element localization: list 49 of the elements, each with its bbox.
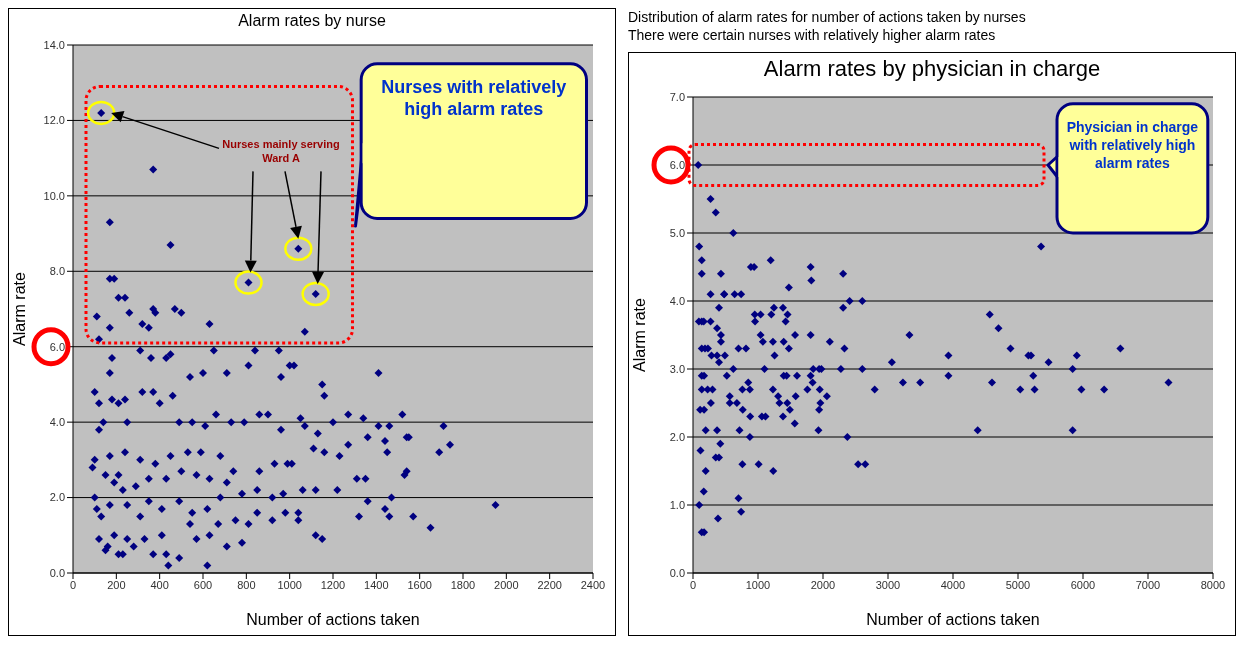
x-tick-label: 1600 [407, 578, 432, 591]
x-tick-label: 0 [69, 578, 77, 591]
y-tick-label: 0.0 [49, 566, 65, 579]
x-tick-label: 2000 [810, 578, 836, 591]
x-tick-label: 2400 [580, 578, 606, 591]
x-tick-label: 1200 [320, 578, 346, 591]
y-axis-title: Alarm rate [10, 272, 28, 346]
text: There were certain nurses with relatively higher alarm rates [628, 26, 997, 44]
x-tick-label: 2000 [494, 578, 519, 591]
y-tick-label: 3.0 [669, 362, 685, 375]
x-tick-label: 1000 [745, 578, 771, 591]
y-tick-label: 0.0 [669, 566, 685, 579]
y-tick-label: 12.0 [43, 114, 65, 127]
x-tick-label: 4000 [940, 578, 966, 591]
y-tick-label: 7.0 [669, 90, 685, 103]
x-tick-label: 3000 [875, 578, 901, 591]
y-tick-label: 10.0 [43, 189, 65, 202]
x-tick-label: 8000 [1200, 578, 1226, 591]
y-tick-label: 2.0 [669, 430, 685, 443]
x-tick-label: 1400 [364, 578, 389, 591]
x-tick-label: 600 [193, 578, 213, 591]
annotation: Nurses mainly serving Ward A [221, 137, 341, 166]
x-tick-label: 7000 [1135, 578, 1161, 591]
x-tick-label: 400 [150, 578, 169, 591]
y-tick-label: 4.0 [669, 294, 685, 307]
chart-title: Alarm rates by physician in charge [762, 55, 1102, 83]
x-tick-label: 200 [107, 578, 126, 591]
y-tick-label: 14.0 [43, 38, 65, 51]
x-tick-label: 0 [689, 578, 697, 591]
y-tick-label: 4.0 [49, 416, 65, 429]
y-tick-label: 2.0 [49, 491, 65, 504]
x-tick-label: 1000 [277, 578, 302, 591]
x-tick-label: 1800 [450, 578, 476, 591]
x-axis-title: Number of actions taken [866, 611, 1040, 628]
y-tick-label: 6.0 [669, 158, 685, 171]
y-tick-label: 6.0 [49, 340, 65, 353]
y-tick-label: 8.0 [49, 265, 65, 278]
chart-title: Alarm rates by nurse [237, 11, 387, 31]
y-tick-label: 1.0 [669, 498, 685, 511]
y-tick-label: 5.0 [669, 226, 685, 239]
text: Distribution of alarm rates for number of actions taken by nurses [628, 8, 1026, 26]
x-tick-label: 800 [237, 578, 256, 591]
x-axis-title: Number of actions taken [246, 611, 420, 628]
annotation: Physician in charge with relatively high alarm rates [1065, 117, 1200, 172]
x-tick-label: 6000 [1070, 578, 1096, 591]
annotation: Nurses with relatively high alarm rates [380, 75, 568, 120]
y-axis-title: Alarm rate [630, 298, 648, 372]
x-tick-label: 2200 [537, 578, 562, 591]
x-tick-label: 5000 [1005, 578, 1031, 591]
